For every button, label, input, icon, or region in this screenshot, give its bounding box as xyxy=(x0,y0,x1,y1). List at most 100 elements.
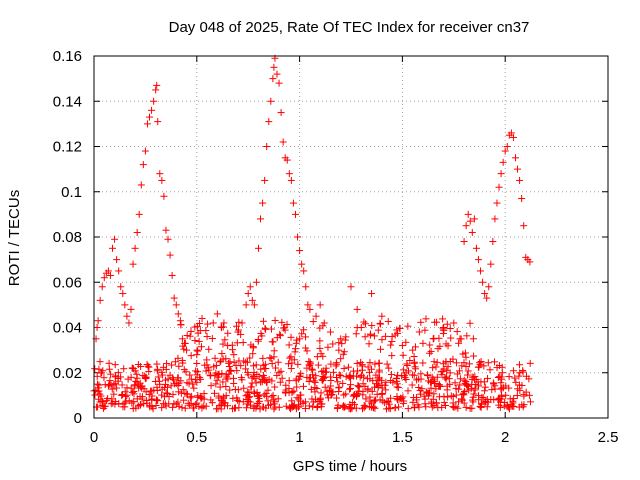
data-point xyxy=(161,380,169,388)
data-point xyxy=(271,398,279,406)
data-point xyxy=(174,310,182,318)
data-point xyxy=(365,340,373,348)
data-point xyxy=(190,404,198,412)
data-point xyxy=(230,358,238,366)
data-point xyxy=(216,383,224,391)
data-point xyxy=(337,335,345,343)
data-point xyxy=(188,392,196,400)
data-point xyxy=(460,399,468,407)
data-point xyxy=(314,361,322,369)
data-point xyxy=(432,363,440,371)
data-point xyxy=(210,363,218,371)
data-point xyxy=(178,356,186,364)
data-point xyxy=(267,325,275,333)
data-point xyxy=(278,374,286,382)
data-point xyxy=(462,362,470,370)
data-point xyxy=(192,401,200,409)
data-point xyxy=(179,386,187,394)
chart-title: Day 048 of 2025, Rate Of TEC Index for r… xyxy=(169,19,530,36)
data-point xyxy=(460,376,468,384)
data-point xyxy=(128,388,136,396)
data-point xyxy=(458,395,466,403)
data-point xyxy=(393,377,401,385)
data-point xyxy=(285,384,293,392)
data-point xyxy=(261,176,269,184)
data-point xyxy=(119,403,127,411)
data-point xyxy=(357,358,365,366)
data-point xyxy=(522,388,530,396)
data-point xyxy=(431,318,439,326)
data-point xyxy=(450,404,458,412)
data-point xyxy=(406,356,414,364)
data-point xyxy=(300,326,308,334)
data-point xyxy=(399,393,407,401)
data-point xyxy=(376,319,384,327)
y-tick-label: 0.02 xyxy=(53,365,82,382)
data-point xyxy=(346,384,354,392)
data-point xyxy=(434,404,442,412)
data-point xyxy=(312,312,320,320)
data-point xyxy=(471,373,479,381)
data-point xyxy=(246,283,254,291)
data-point xyxy=(317,400,325,408)
data-point xyxy=(125,397,133,405)
data-point xyxy=(512,378,520,386)
data-point xyxy=(111,235,119,243)
data-point xyxy=(217,405,225,413)
data-point xyxy=(136,393,144,401)
data-point xyxy=(304,301,312,309)
data-point xyxy=(485,283,493,291)
data-point xyxy=(264,401,272,409)
data-point xyxy=(148,403,156,411)
data-point xyxy=(456,375,464,383)
data-point xyxy=(477,358,485,366)
data-point xyxy=(395,395,403,403)
data-point xyxy=(129,260,137,268)
data-point xyxy=(117,373,125,381)
data-point xyxy=(386,405,394,413)
data-point xyxy=(403,360,411,368)
data-point xyxy=(370,403,378,411)
data-point xyxy=(429,364,437,372)
data-point xyxy=(306,305,314,313)
data-point xyxy=(250,404,258,412)
data-point xyxy=(257,215,265,223)
data-point xyxy=(361,320,369,328)
data-point xyxy=(496,403,504,411)
y-tick-label: 0.12 xyxy=(53,139,82,156)
data-point xyxy=(410,394,418,402)
data-point xyxy=(526,398,534,406)
data-point xyxy=(402,338,410,346)
data-point xyxy=(456,367,464,375)
data-point xyxy=(265,118,273,126)
data-point xyxy=(526,359,534,367)
data-point xyxy=(501,147,509,155)
data-point xyxy=(168,271,176,279)
data-point xyxy=(375,359,383,367)
data-point xyxy=(101,402,109,410)
data-point xyxy=(162,389,170,397)
data-point xyxy=(484,359,492,367)
data-point xyxy=(127,373,135,381)
data-point xyxy=(263,143,271,150)
data-point xyxy=(368,322,376,330)
data-point xyxy=(327,373,335,381)
data-point xyxy=(360,373,368,381)
data-point xyxy=(484,374,492,382)
data-point xyxy=(294,233,302,241)
data-point xyxy=(509,133,517,141)
data-point xyxy=(327,360,335,368)
data-point xyxy=(207,396,215,404)
data-point xyxy=(283,156,291,164)
data-point xyxy=(459,390,467,398)
data-point xyxy=(375,368,383,376)
data-point xyxy=(505,373,513,381)
data-point xyxy=(122,392,130,400)
data-point xyxy=(355,383,363,391)
data-point xyxy=(452,359,460,367)
data-point xyxy=(207,382,215,390)
data-point xyxy=(477,267,485,275)
data-point xyxy=(502,382,510,390)
data-point xyxy=(253,370,261,378)
